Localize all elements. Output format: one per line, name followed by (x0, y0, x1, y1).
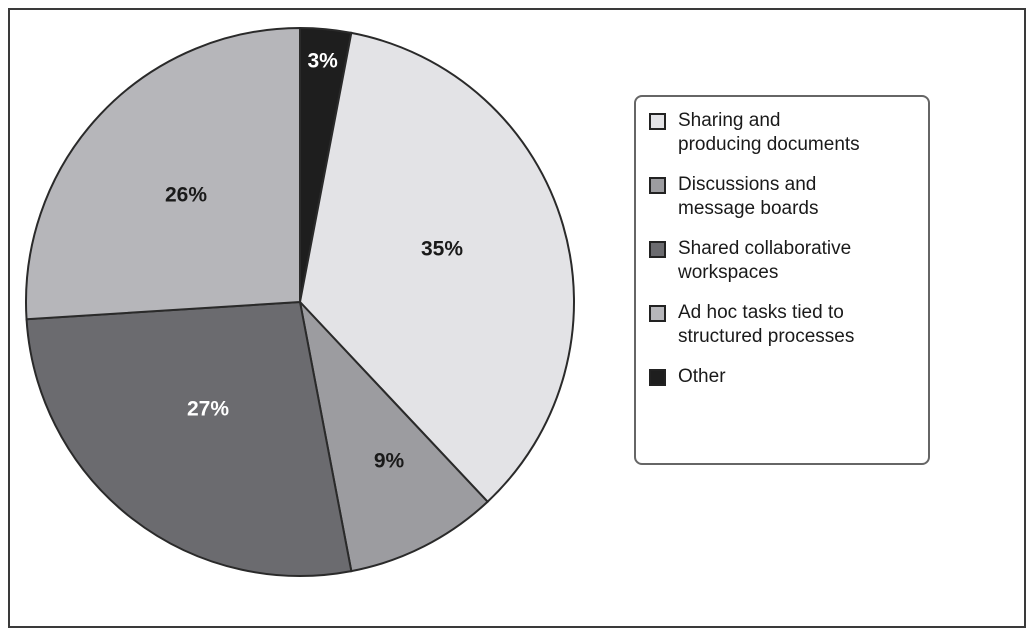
legend-label: Discussions and message boards (678, 174, 819, 219)
legend-swatch (649, 241, 666, 258)
chart-legend: Sharing and producing documents Discussio… (634, 95, 930, 465)
legend-label: Other (678, 366, 726, 387)
legend-label: Ad hoc tasks tied to structured processe… (678, 302, 855, 347)
legend-label: Shared collaborative workspaces (678, 238, 852, 283)
pie-slice-shared-collaborative-workspaces (25, 300, 353, 577)
pie-chart: 3% 35% 9% 27% 26% (25, 26, 575, 577)
slice-value-label-sharing-and-producing-documents: 35% (421, 238, 463, 261)
pie-slice-ad-hoc-tasks-tied-to-structured-processes (25, 26, 301, 321)
legend-item: Sharing and producing documents (649, 109, 928, 157)
legend-swatch (649, 113, 666, 130)
slice-value-label-shared-collaborative-workspaces: 27% (187, 398, 229, 421)
pie-slice-discussions-and-message-boards (298, 298, 489, 573)
legend-item: Ad hoc tasks tied to structured processe… (649, 301, 928, 349)
legend-item: Other (649, 365, 928, 389)
legend-swatch (649, 305, 666, 322)
slice-value-label-discussions-and-message-boards: 9% (374, 450, 405, 473)
legend-swatch (649, 177, 666, 194)
slice-value-label-other: 3% (308, 49, 339, 72)
legend-item: Shared collaborative workspaces (649, 237, 928, 285)
slice-value-label-ad-hoc-tasks-tied-to-structured-processes: 26% (165, 184, 207, 207)
legend-item: Discussions and message boards (649, 173, 928, 221)
legend-label: Sharing and producing documents (678, 110, 860, 155)
legend-swatch (649, 369, 666, 386)
pie-slice-sharing-and-producing-documents (298, 31, 575, 504)
